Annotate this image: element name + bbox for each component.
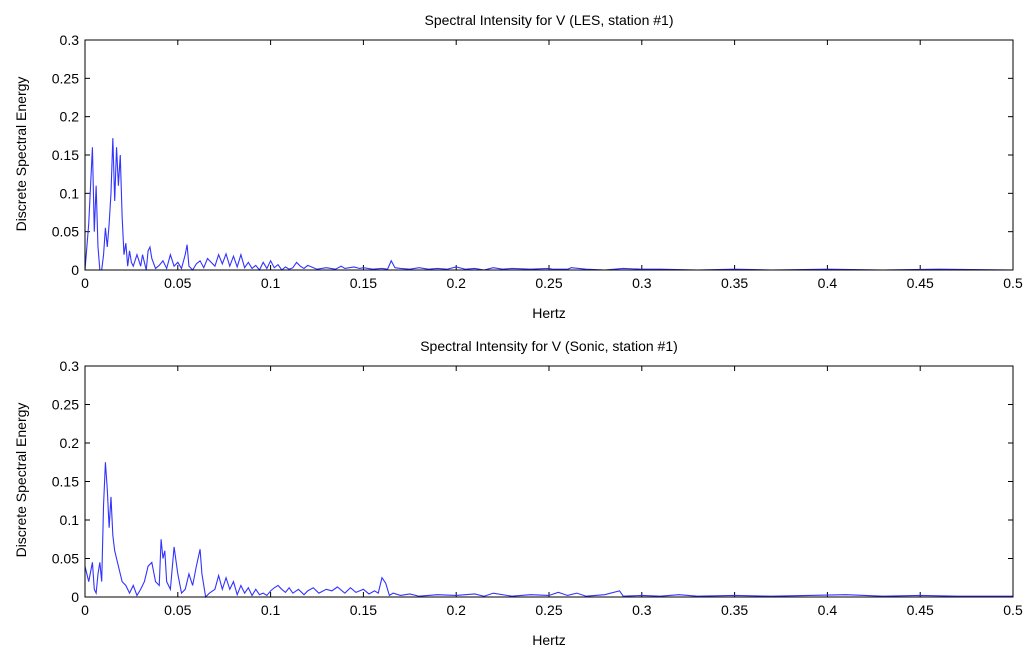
subplot-les: Spectral Intensity for V (LES, station #… bbox=[13, 12, 1023, 321]
y-tick-label: 0.1 bbox=[60, 185, 80, 201]
y-tick-label: 0.05 bbox=[52, 224, 79, 240]
y-tick-label: 0 bbox=[71, 589, 79, 605]
x-tick-label: 0.35 bbox=[721, 602, 748, 618]
x-tick-labels: 0 0.05 0.1 0.15 0.2 0.25 0.3 0.35 0.4 0.45 0.5 bbox=[81, 275, 1023, 291]
chart-title: Spectral Intensity for V (Sonic, station… bbox=[420, 338, 678, 354]
subplot-sonic: Spectral Intensity for V (Sonic, station… bbox=[13, 338, 1023, 648]
y-axis-label: Discrete Spectral Energy bbox=[13, 77, 29, 232]
x-tick-labels: 0 0.05 0.1 0.15 0.2 0.25 0.3 0.35 0.4 0.45 0.5 bbox=[81, 602, 1023, 618]
y-tick-labels: 0 0.05 0.1 0.15 0.2 0.25 0.3 bbox=[52, 32, 79, 278]
x-tick-label: 0.2 bbox=[446, 602, 466, 618]
series-line bbox=[84, 138, 1014, 272]
x-tick-label: 0.45 bbox=[907, 602, 934, 618]
y-tick-label: 0.3 bbox=[60, 358, 80, 374]
y-tick-label: 0.25 bbox=[52, 70, 79, 86]
tick-marks bbox=[84, 39, 1014, 271]
x-tick-label: 0.5 bbox=[1003, 602, 1023, 618]
x-tick-label: 0.2 bbox=[446, 275, 466, 291]
y-tick-label: 0.15 bbox=[52, 474, 79, 490]
y-tick-label: 0.3 bbox=[60, 32, 80, 48]
y-tick-label: 0.2 bbox=[60, 109, 80, 125]
x-tick-label: 0.4 bbox=[818, 602, 838, 618]
x-tick-label: 0.3 bbox=[632, 275, 652, 291]
x-tick-label: 0.5 bbox=[1003, 275, 1023, 291]
x-tick-label: 0.25 bbox=[535, 602, 562, 618]
x-tick-label: 0.15 bbox=[350, 275, 377, 291]
tick-marks bbox=[84, 365, 1014, 598]
y-tick-label: 0.1 bbox=[60, 512, 80, 528]
x-tick-label: 0.1 bbox=[261, 602, 281, 618]
x-tick-label: 0.25 bbox=[535, 275, 562, 291]
x-axis-label: Hertz bbox=[532, 305, 565, 321]
x-tick-label: 0 bbox=[81, 275, 89, 291]
x-tick-label: 0 bbox=[81, 602, 89, 618]
y-tick-label: 0.25 bbox=[52, 397, 79, 413]
y-axis-label: Discrete Spectral Energy bbox=[13, 403, 29, 558]
chart-title: Spectral Intensity for V (LES, station #… bbox=[424, 12, 673, 28]
y-tick-labels: 0 0.05 0.1 0.15 0.2 0.25 0.3 bbox=[52, 358, 79, 605]
x-tick-label: 0.35 bbox=[721, 275, 748, 291]
y-tick-label: 0 bbox=[71, 262, 79, 278]
x-tick-label: 0.1 bbox=[261, 275, 281, 291]
axes-box bbox=[84, 39, 1014, 271]
x-tick-label: 0.3 bbox=[632, 602, 652, 618]
x-axis-label: Hertz bbox=[532, 632, 565, 648]
y-tick-label: 0.2 bbox=[60, 435, 80, 451]
x-tick-label: 0.4 bbox=[818, 275, 838, 291]
x-tick-label: 0.05 bbox=[164, 602, 191, 618]
x-tick-label: 0.05 bbox=[164, 275, 191, 291]
x-tick-label: 0.15 bbox=[350, 602, 377, 618]
y-tick-label: 0.05 bbox=[52, 551, 79, 567]
x-tick-label: 0.45 bbox=[907, 275, 934, 291]
y-tick-label: 0.15 bbox=[52, 147, 79, 163]
axes-box bbox=[84, 365, 1014, 598]
series-line bbox=[84, 462, 1013, 599]
